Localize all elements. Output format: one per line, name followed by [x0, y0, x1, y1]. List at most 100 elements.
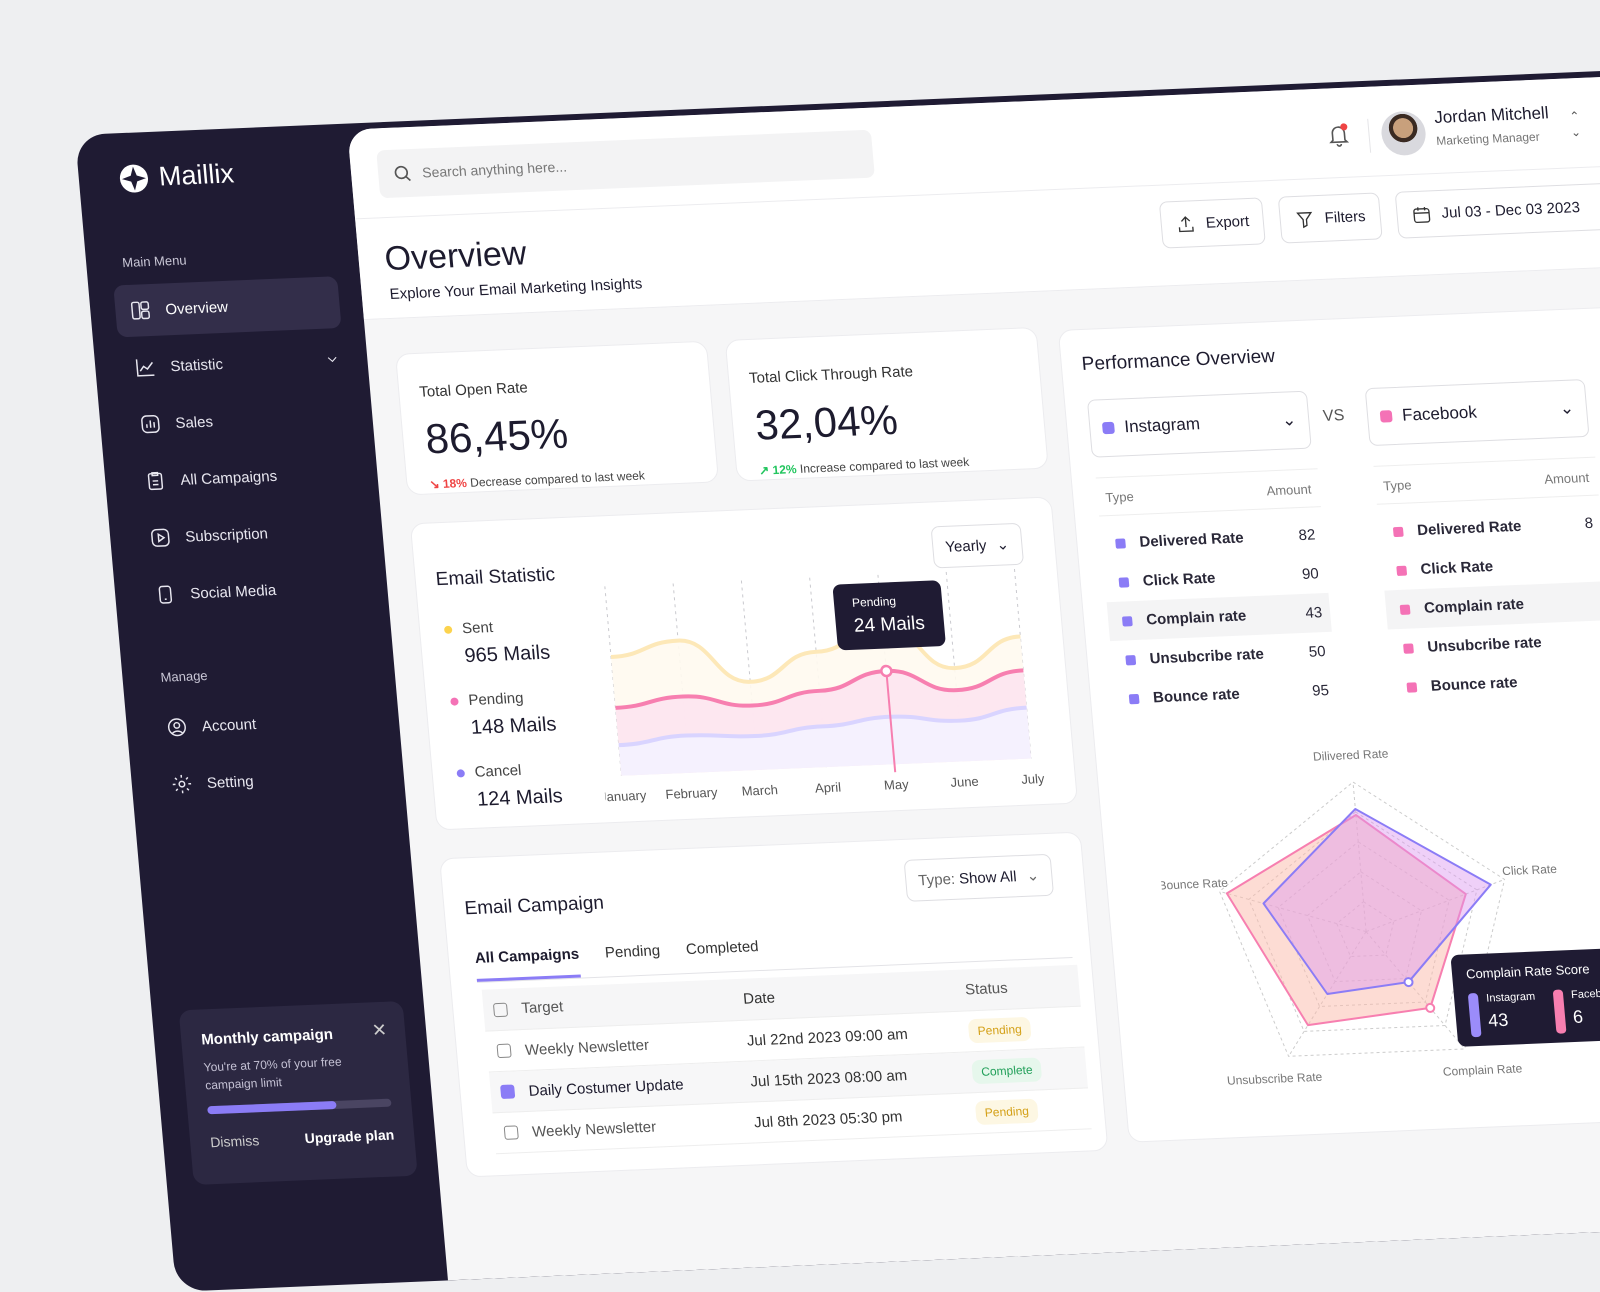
- notification-button[interactable]: [1325, 122, 1352, 154]
- bell-icon: [1329, 123, 1350, 147]
- phone-icon: [158, 585, 173, 604]
- x-tick-label: April: [814, 780, 841, 796]
- filter-icon: [1296, 211, 1313, 228]
- row-date: Jul 15th 2023 08:00 am: [749, 1066, 908, 1091]
- chevron-down-icon: ⌄: [1281, 410, 1298, 430]
- table-row[interactable]: Bounce rate: [1391, 659, 1600, 707]
- radar-axis-label: Click Rate: [1502, 862, 1558, 878]
- search-input[interactable]: [421, 146, 843, 181]
- sidebar-item-statistic[interactable]: Statistic: [118, 333, 346, 394]
- layout-icon: [130, 301, 151, 320]
- sidebar-item-label: Subscription: [184, 524, 269, 546]
- row-checkbox[interactable]: [500, 1084, 516, 1099]
- performance-radar-chart: Dilivered Rate Click Rate Complain Rate Uns…: [1158, 747, 1558, 1088]
- sidebar-item-label: Account: [201, 715, 257, 735]
- card-title: Email Statistic: [434, 564, 556, 591]
- radar-axis-label: Dilivered Rate: [1312, 747, 1389, 764]
- type-dropdown[interactable]: Type: Show All ⌄: [903, 853, 1054, 902]
- filters-button[interactable]: Filters: [1277, 192, 1383, 244]
- sidebar-item-account[interactable]: Account: [150, 693, 378, 754]
- row-checkbox[interactable]: [496, 1043, 512, 1059]
- tab-pending[interactable]: Pending: [604, 942, 661, 962]
- user-name: Jordan Mitchell: [1433, 103, 1550, 128]
- promo-title: Monthly campaign: [200, 1026, 334, 1049]
- dismiss-button[interactable]: Dismiss: [209, 1132, 260, 1151]
- x-tick-label: May: [883, 777, 909, 793]
- date-range-picker[interactable]: Jul 03 - Dec 03 2023: [1394, 180, 1600, 239]
- filters-label: Filters: [1323, 208, 1367, 227]
- kpi-change: 12%: [771, 462, 798, 478]
- bar-chart-icon: [141, 414, 160, 434]
- row-target: Daily Costumer Update: [527, 1075, 685, 1100]
- sidebar-item-sales[interactable]: Sales: [123, 390, 351, 451]
- row-target: Weekly Newsletter: [531, 1118, 657, 1141]
- legend-pending: Pending 148 Mails: [450, 688, 558, 740]
- x-tick-label: February: [665, 785, 719, 802]
- chart-line-icon: [135, 359, 155, 377]
- line-pending: [615, 668, 1024, 710]
- sidebar-item-overview[interactable]: Overview: [113, 276, 342, 338]
- sidebar-item-setting[interactable]: Setting: [155, 750, 383, 811]
- kpi-value: 32,04%: [753, 395, 900, 449]
- period-dropdown[interactable]: Yearly ⌄: [930, 522, 1024, 569]
- kpi-title: Total Click Through Rate: [748, 363, 914, 387]
- status-badge: Pending: [967, 1016, 1032, 1044]
- kpi-change: 18%: [442, 475, 468, 491]
- search-icon: [394, 165, 411, 182]
- x-tick-label: July: [1021, 771, 1046, 787]
- kpi-card-open-rate: Total Open Rate 86,45% ↘ 18% Decrease co…: [394, 340, 720, 496]
- kpi-value: 86,45%: [423, 409, 570, 463]
- sidebar-item-label: All Campaigns: [179, 467, 278, 489]
- campaign-limit-progress: [207, 1098, 392, 1115]
- row-target: Weekly Newsletter: [524, 1036, 650, 1059]
- platform-a-table: Type Amount Delivered Rate 82 Click Rate 90 Co…: [1095, 468, 1339, 719]
- legend-sent: Sent 965 Mails: [443, 617, 551, 669]
- close-icon[interactable]: ✕: [370, 1019, 388, 1041]
- select-all-checkbox[interactable]: [492, 1002, 509, 1017]
- hover-point: [880, 664, 893, 678]
- page-title: Overview: [383, 234, 528, 279]
- line-cancel: [618, 705, 1027, 748]
- main-menu-label: Main Menu: [121, 252, 188, 271]
- area-cancel: [618, 707, 1032, 776]
- logo[interactable]: Maillix: [118, 158, 236, 194]
- upgrade-plan-button[interactable]: Upgrade plan: [304, 1126, 395, 1147]
- radar-point-facebook: [1425, 1002, 1436, 1013]
- monthly-campaign-card: ✕ Monthly campaign You're at 70% of your…: [178, 1001, 418, 1185]
- chevron-down-icon: ⌄: [995, 536, 1010, 554]
- row-date: Jul 8th 2023 05:30 pm: [753, 1107, 904, 1131]
- radar-point-instagram: [1403, 977, 1414, 988]
- legend-cancel: Cancel 124 Mails: [456, 760, 564, 812]
- app-name: Maillix: [157, 158, 236, 192]
- table-row[interactable]: Bounce rate 95: [1113, 671, 1338, 719]
- email-statistic-card: Email Statistic Yearly ⌄ Sent 965 Mails Pe…: [409, 496, 1079, 831]
- kpi-title: Total Open Rate: [418, 379, 529, 401]
- chevron-down-icon: ⌄: [1558, 398, 1575, 419]
- sidebar-item-social-media[interactable]: Social Media: [138, 560, 366, 621]
- search-bar[interactable]: [376, 129, 875, 199]
- sidebar-item-all-campaigns[interactable]: All Campaigns: [128, 447, 356, 508]
- platform-a-dropdown[interactable]: Instagram ⌄: [1086, 390, 1312, 458]
- tab-all-campaigns[interactable]: All Campaigns: [474, 945, 582, 982]
- hover-line: [885, 670, 897, 773]
- manage-label: Manage: [159, 667, 209, 685]
- chart-tooltip: Pending 24 Mails: [832, 580, 947, 651]
- sidebar-item-label: Sales: [174, 412, 214, 432]
- sidebar-item-subscription[interactable]: Subscription: [133, 504, 361, 565]
- tab-completed[interactable]: Completed: [685, 938, 760, 959]
- sidebar-item-label: Setting: [206, 772, 255, 792]
- sidebar-item-label: Social Media: [189, 581, 277, 603]
- line-sent: [610, 623, 1021, 684]
- card-title: Email Campaign: [463, 892, 605, 920]
- user-circle-icon: [167, 718, 186, 737]
- play-icon: [151, 528, 170, 547]
- card-title: Performance Overview: [1080, 345, 1276, 376]
- platform-b-dropdown[interactable]: Facebook ⌄: [1364, 379, 1590, 447]
- email-statistic-chart: January February March April May June July: [599, 569, 1046, 805]
- radar-series-instagram: [1262, 807, 1492, 995]
- chevron-down-icon[interactable]: [323, 348, 341, 371]
- status-badge: Complete: [971, 1057, 1043, 1085]
- sidebar-item-label: Overview: [164, 298, 229, 318]
- export-button[interactable]: Export: [1158, 197, 1267, 249]
- row-checkbox[interactable]: [503, 1125, 519, 1140]
